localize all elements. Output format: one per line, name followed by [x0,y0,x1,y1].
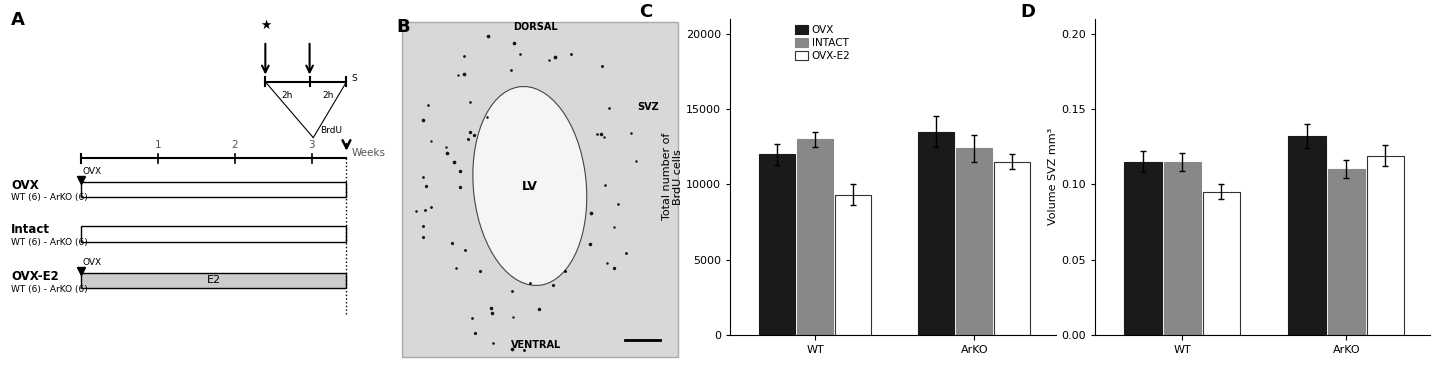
Legend: OVX, INTACT, OVX-E2: OVX, INTACT, OVX-E2 [794,24,852,62]
Text: WT (6) - ArKO (6): WT (6) - ArKO (6) [12,285,88,294]
Text: WT (6) - ArKO (6): WT (6) - ArKO (6) [12,193,88,202]
Text: SVZ: SVZ [638,102,659,112]
Text: VENTRAL: VENTRAL [510,340,561,350]
Bar [797,139,833,335]
Text: LV: LV [522,180,538,192]
Bar [956,148,992,335]
Bar [81,273,347,288]
Text: DORSAL: DORSAL [513,22,558,32]
Y-axis label: Total number of
BrdU cells: Total number of BrdU cells [662,133,684,220]
Bar [836,195,870,335]
Text: 2h: 2h [322,91,334,100]
Text: BrdU: BrdU [320,126,341,135]
Text: OVX: OVX [82,258,103,267]
Bar [1203,192,1241,335]
Text: OVX: OVX [82,167,103,176]
Bar [759,154,795,335]
Bar [1164,162,1200,335]
Bar [81,182,347,197]
Bar [81,226,347,242]
Text: Weeks: Weeks [351,148,386,157]
Text: 1: 1 [155,140,162,150]
Bar [1366,155,1404,335]
Text: A: A [12,11,25,29]
Bar [1125,162,1161,335]
Bar [1288,136,1326,335]
Text: OVX: OVX [12,179,39,192]
Text: OVX-E2: OVX-E2 [12,270,59,283]
Text: B: B [396,18,411,36]
Text: C: C [639,3,652,21]
Text: S: S [351,74,357,83]
Text: ★: ★ [260,19,270,32]
Ellipse shape [473,87,587,285]
Text: Intact: Intact [12,224,51,236]
Text: WT (6) - ArKO (6): WT (6) - ArKO (6) [12,238,88,247]
Text: E2: E2 [207,276,221,285]
Bar [995,162,1031,335]
Y-axis label: Volume SVZ mm³: Volume SVZ mm³ [1048,128,1058,225]
Text: 3: 3 [308,140,315,150]
Text: 2: 2 [231,140,239,150]
Bar [1327,169,1365,335]
Text: 2h: 2h [282,91,294,100]
Bar [918,132,954,335]
Text: D: D [1021,3,1035,21]
